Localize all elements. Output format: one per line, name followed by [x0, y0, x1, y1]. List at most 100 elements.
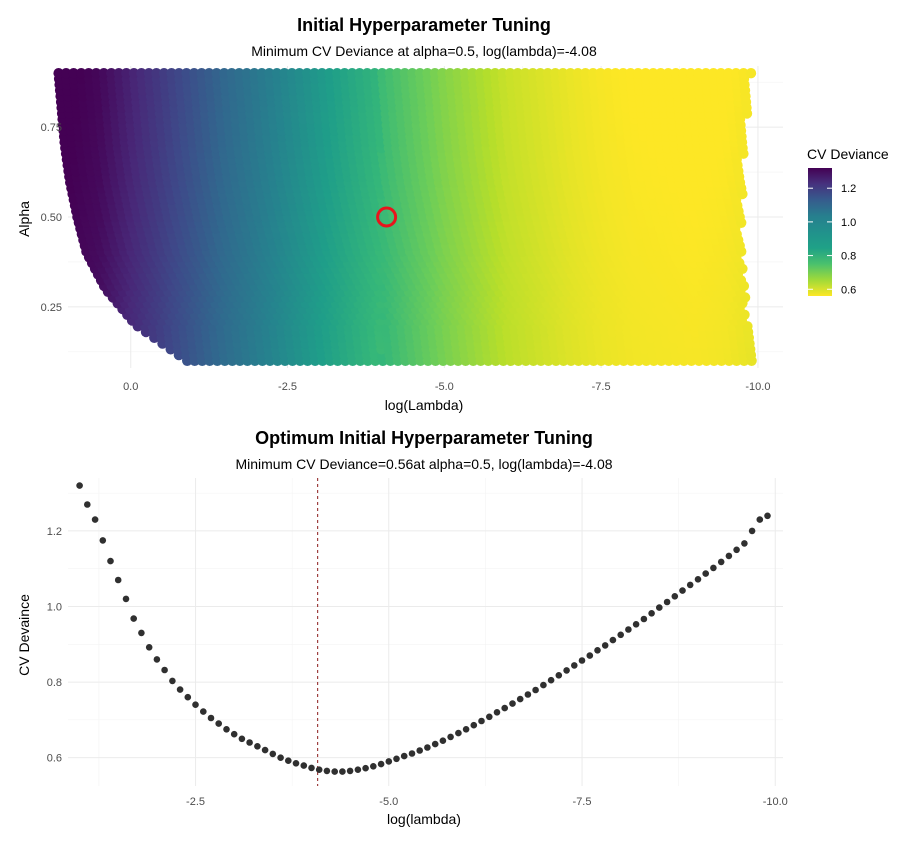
heatmap-point [640, 68, 651, 79]
scatter-point [285, 757, 292, 764]
scatter-point [424, 744, 431, 751]
scatter-point [114, 576, 122, 584]
heatmap-point [648, 68, 659, 79]
bottom-x-axis-title: log(lambda) [387, 811, 461, 827]
scatter-point [393, 755, 400, 763]
heatmap-point [730, 68, 742, 79]
legend-ticks: 1.21.00.80.6 [808, 183, 856, 296]
scatter-point [717, 558, 725, 566]
scatter-point [532, 686, 539, 694]
scatter-point [470, 721, 478, 729]
heatmap-point [715, 68, 727, 79]
scatter-point [540, 681, 547, 689]
heatmap-point [354, 68, 365, 79]
scatter-point [277, 754, 284, 761]
heatmap-point [655, 68, 666, 79]
heatmap-point [738, 68, 749, 79]
heatmap-point [362, 68, 373, 79]
scatter-point [416, 747, 424, 754]
heatmap-point [587, 68, 599, 79]
heatmap-point [384, 68, 395, 79]
bottom-gridlines [68, 478, 783, 786]
top-x-tick-label: 0.0 [123, 381, 138, 393]
heatmap-point [557, 68, 569, 79]
heatmap-point [377, 68, 388, 79]
heatmap-point [301, 68, 313, 79]
heatmap-point [121, 68, 132, 79]
scatter-point [230, 730, 238, 738]
scatter-point [99, 537, 107, 544]
heatmap-point [407, 68, 418, 79]
heatmap-point [339, 68, 350, 79]
bottom-x-tick-label: -7.5 [573, 796, 592, 808]
heatmap-point [489, 68, 501, 79]
heatmap-point [452, 68, 463, 79]
heatmap-point [474, 68, 486, 79]
top-x-tick-label: -5.0 [435, 381, 454, 393]
heatmap-point [422, 68, 433, 79]
heatmap-point [136, 68, 147, 79]
heatmap-point [196, 68, 207, 79]
top-x-axis-title: log(Lambda) [385, 397, 464, 413]
top-y-tick-label: 0.75 [41, 122, 62, 134]
scatter-point [571, 662, 578, 669]
heatmap-point [580, 68, 591, 79]
scatter-point [586, 652, 594, 659]
heatmap-point [437, 68, 448, 79]
scatter-point [547, 676, 555, 684]
scatter-point [238, 735, 246, 743]
top-chart: Initial Hyperparameter Tuning Minimum CV… [16, 15, 889, 413]
heatmap-point [520, 68, 531, 79]
heatmap-point [459, 68, 471, 79]
bottom-y-axis-ticks: 0.60.81.01.2 [47, 526, 62, 765]
scatter-point [524, 691, 532, 698]
top-chart-title: Initial Hyperparameter Tuning [297, 15, 551, 35]
heatmap-point [256, 68, 267, 79]
scatter-point [169, 677, 176, 685]
heatmap-point [166, 68, 177, 79]
heatmap-point [685, 68, 696, 79]
scatter-point [594, 647, 601, 654]
scatter-point [748, 527, 756, 535]
scatter-point [710, 564, 717, 572]
heatmap-point [279, 68, 290, 79]
scatter-point [354, 766, 362, 773]
heatmap-point [602, 68, 614, 79]
heatmap-point [497, 68, 508, 79]
scatter-point [346, 767, 354, 775]
heatmap-point [700, 68, 712, 79]
top-x-axis-ticks: 0.0 -2.5 -5.0 -7.5 -10.0 [123, 381, 770, 393]
heatmap-point [143, 68, 155, 79]
scatter-point [254, 743, 261, 750]
scatter-point [617, 631, 624, 639]
heatmap-point [151, 68, 162, 79]
scatter-point [184, 693, 192, 701]
scatter-point [207, 714, 215, 722]
heatmap-point [467, 68, 478, 79]
heatmap-point [535, 68, 546, 79]
heatmap-point [234, 68, 245, 79]
heatmap-point [68, 68, 79, 79]
scatter-point [625, 626, 632, 633]
heatmap-point [91, 68, 102, 79]
scatter-point [362, 764, 369, 772]
scatter-point [702, 570, 709, 577]
minimum-highlight-marker [376, 206, 398, 228]
heatmap-point [113, 68, 125, 79]
scatter-point [400, 752, 408, 760]
colorbar [808, 168, 832, 296]
scatter-point [200, 708, 207, 715]
heatmap-point [527, 68, 538, 79]
scatter-point [138, 629, 145, 637]
heatmap-point [369, 68, 380, 79]
scatter-point [269, 750, 277, 758]
heatmap-point [512, 68, 523, 79]
heatmap-point [316, 68, 328, 79]
scatter-point [462, 726, 470, 733]
heatmap-point [542, 68, 553, 79]
heatmap-point [241, 68, 252, 79]
heatmap-point [595, 68, 606, 79]
scatter-point [632, 621, 640, 628]
heatmap-point [693, 68, 704, 79]
scatter-point [130, 615, 137, 622]
